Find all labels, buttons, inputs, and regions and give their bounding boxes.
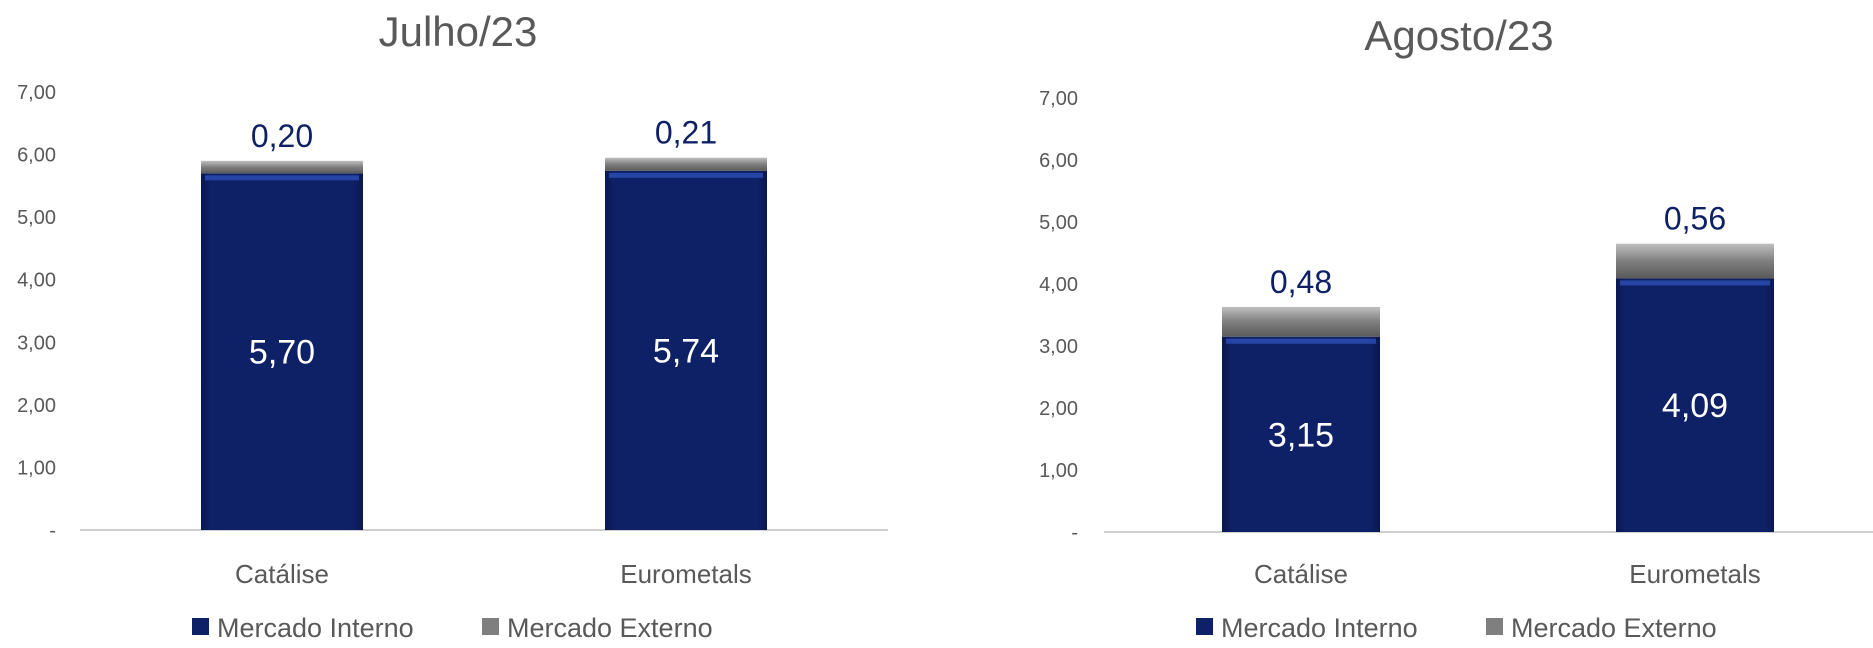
legend-label: Mercado Externo	[507, 613, 713, 643]
y-tick-label: -	[1071, 522, 1078, 544]
data-label-mercado-externo: 0,56	[1664, 201, 1726, 237]
y-tick-label: 1,00	[17, 457, 56, 479]
data-label-mercado-interno: 4,09	[1662, 387, 1728, 425]
chart-julho-svg: Julho/23 - 1,00 2,00 3,00 4,00 5,00 6,00 7,00 5,7…	[17, 8, 888, 643]
y-tick-label: 3,00	[1039, 336, 1078, 358]
y-tick-label: 5,00	[17, 207, 56, 229]
bar-mercado-externo	[201, 160, 363, 174]
y-tick-label: 6,00	[1039, 150, 1078, 172]
legend-label: Mercado Interno	[1221, 613, 1418, 643]
x-category-label: Eurometals	[1629, 559, 1761, 589]
bar-mercado-interno	[605, 170, 767, 530]
y-tick-label: 3,00	[17, 332, 56, 354]
y-tick-label: 4,00	[17, 270, 56, 292]
data-label-mercado-externo: 0,21	[655, 115, 717, 151]
chart-agosto: Agosto/23 - 1,00 2,00 3,00 4,00 5,00 6,00 7,00 3,…	[1000, 0, 1873, 648]
y-tick-label: 6,00	[17, 145, 56, 167]
bar-bevel	[1620, 280, 1770, 286]
data-label-mercado-interno: 3,15	[1268, 416, 1334, 454]
bar-mercado-externo	[605, 157, 767, 171]
bar-bevel	[609, 172, 763, 178]
chart-title: Agosto/23	[1364, 12, 1553, 59]
data-label-mercado-interno: 5,74	[653, 332, 719, 370]
y-tick-label: -	[49, 520, 56, 542]
y-tick-label: 2,00	[17, 395, 56, 417]
bar-mercado-externo	[1616, 243, 1774, 279]
legend-label: Mercado Interno	[217, 613, 414, 643]
y-tick-label: 5,00	[1039, 212, 1078, 234]
y-tick-label: 7,00	[1039, 88, 1078, 110]
y-tick-label: 1,00	[1039, 460, 1078, 482]
bar-bevel	[205, 175, 359, 181]
chart-title: Julho/23	[379, 8, 538, 55]
x-category-label: Catálise	[1254, 559, 1348, 589]
legend-swatch	[1486, 618, 1503, 635]
chart-julho: Julho/23 - 1,00 2,00 3,00 4,00 5,00 6,00 7,00 5,7…	[0, 0, 900, 648]
bar-mercado-interno	[1222, 336, 1380, 532]
x-category-label: Eurometals	[620, 559, 752, 589]
legend-label: Mercado Externo	[1511, 613, 1717, 643]
y-tick-label: 7,00	[17, 82, 56, 104]
legend-swatch	[1196, 618, 1213, 635]
bar-bevel	[1226, 338, 1376, 344]
bar-mercado-interno	[201, 173, 363, 531]
data-label-mercado-interno: 5,70	[249, 334, 315, 372]
x-category-label: Catálise	[235, 559, 329, 589]
y-tick-label: 4,00	[1039, 274, 1078, 296]
legend-swatch	[192, 618, 209, 635]
bar-mercado-interno	[1616, 278, 1774, 532]
chart-agosto-svg: Agosto/23 - 1,00 2,00 3,00 4,00 5,00 6,00 7,00 3,…	[1039, 12, 1873, 643]
bar-mercado-externo	[1222, 306, 1380, 337]
data-label-mercado-externo: 0,20	[251, 118, 313, 154]
y-tick-label: 2,00	[1039, 398, 1078, 420]
data-label-mercado-externo: 0,48	[1270, 264, 1332, 300]
legend-swatch	[482, 618, 499, 635]
